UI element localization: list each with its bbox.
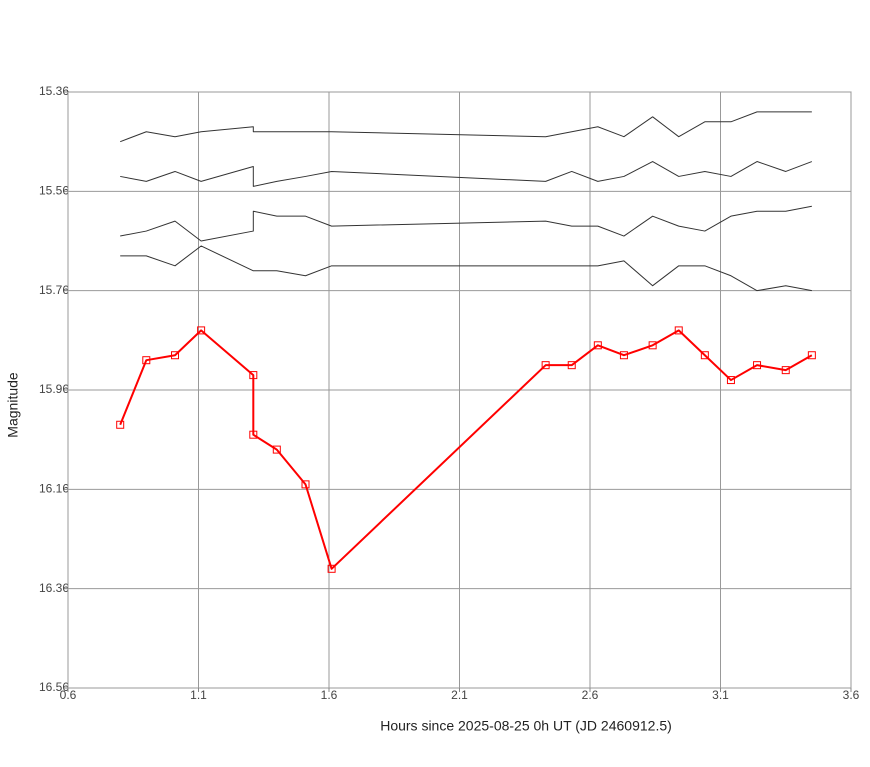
data-point xyxy=(327,564,336,573)
y-tick-label: 15.36 xyxy=(39,84,69,98)
data-point xyxy=(197,326,206,335)
data-point xyxy=(567,361,576,370)
x-tick-label: 3.6 xyxy=(843,688,860,702)
data-point xyxy=(272,445,281,454)
x-tick-label: 1.1 xyxy=(190,688,207,702)
y-tick-label: 16.16 xyxy=(39,482,69,496)
y-tick-label: 16.56 xyxy=(39,680,69,694)
x-tick-label: 0.6 xyxy=(60,688,77,702)
x-axis-title: Hours since 2025-08-25 0h UT (JD 2460912… xyxy=(380,718,672,734)
y-tick-label: 15.56 xyxy=(39,184,69,198)
x-tick-label: 2.6 xyxy=(582,688,599,702)
data-point xyxy=(700,351,709,360)
data-point xyxy=(142,356,151,365)
series-line xyxy=(120,245,812,292)
data-point xyxy=(726,376,735,385)
y-tick-label: 15.76 xyxy=(39,283,69,297)
y-axis-title: Magnitude xyxy=(5,372,21,438)
data-point xyxy=(249,371,258,380)
data-point xyxy=(648,341,657,350)
data-point xyxy=(781,366,790,375)
y-tick-label: 15.96 xyxy=(39,382,69,396)
data-point xyxy=(593,341,602,350)
series-line xyxy=(120,111,812,143)
data-point xyxy=(807,351,816,360)
series-line xyxy=(119,329,813,570)
series-line xyxy=(120,161,813,187)
data-point xyxy=(619,351,628,360)
data-point xyxy=(674,326,683,335)
x-tick-label: 3.1 xyxy=(712,688,729,702)
series-line xyxy=(120,205,812,242)
x-tick-label: 1.6 xyxy=(321,688,338,702)
data-point xyxy=(541,361,550,370)
y-tick-label: 16.36 xyxy=(39,581,69,595)
data-point xyxy=(116,420,125,429)
data-point xyxy=(249,430,258,439)
data-point xyxy=(171,351,180,360)
data-point xyxy=(301,480,310,489)
x-tick-label: 2.1 xyxy=(451,688,468,702)
data-point xyxy=(753,361,762,370)
